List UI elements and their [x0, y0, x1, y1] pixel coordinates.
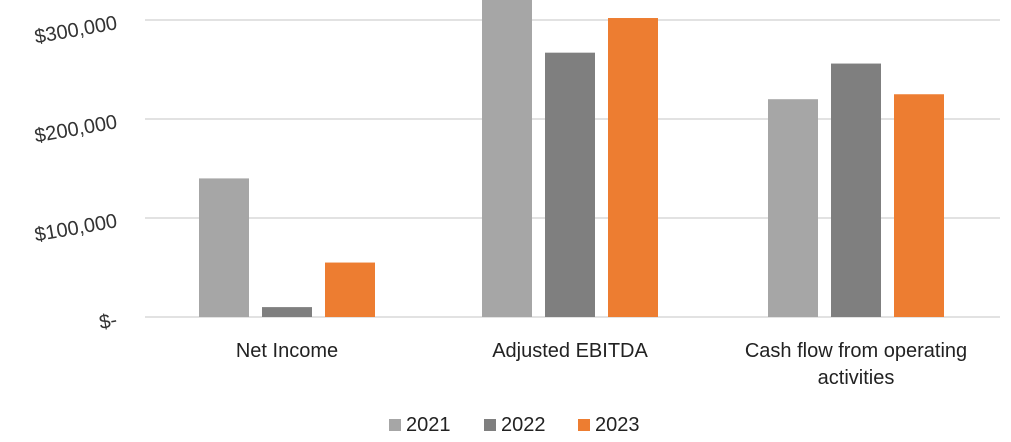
bar-2022-0 [262, 307, 312, 317]
x-tick-label: Adjusted EBITDA [492, 340, 648, 362]
y-tick-label: $100,000 [33, 210, 119, 246]
legend-swatch-2021 [389, 419, 401, 431]
x-axis-tick-labels: Net Income Adjusted EBITDA Cash flow from … [236, 340, 967, 389]
bar-2022-1 [545, 52, 595, 318]
bars [199, 0, 944, 318]
y-tick-label: $300,000 [33, 12, 119, 48]
x-tick-label: Cash flow from operating activities [745, 340, 967, 389]
y-tick-label: $- [98, 309, 119, 334]
bar-2023-2 [894, 94, 944, 317]
bar-2021-1 [482, 0, 532, 317]
bar-2023-1 [608, 18, 658, 318]
legend-label-2023: 2023 [595, 414, 640, 436]
y-tick-label: $200,000 [33, 111, 119, 147]
x-tick-label: Net Income [236, 340, 338, 362]
bar-2021-0 [199, 178, 249, 317]
bar-2021-2 [768, 99, 818, 317]
legend-swatch-2022 [484, 419, 496, 431]
y-axis-tick-labels: $- $100,000 $200,000 $300,000 [33, 12, 119, 334]
bar-2023-0 [325, 262, 375, 317]
bar-2022-2 [831, 63, 881, 318]
legend-label-2021: 2021 [406, 414, 451, 436]
legend: 2021 2022 2023 [389, 414, 640, 436]
legend-label-2022: 2022 [501, 414, 546, 436]
legend-swatch-2023 [578, 419, 590, 431]
